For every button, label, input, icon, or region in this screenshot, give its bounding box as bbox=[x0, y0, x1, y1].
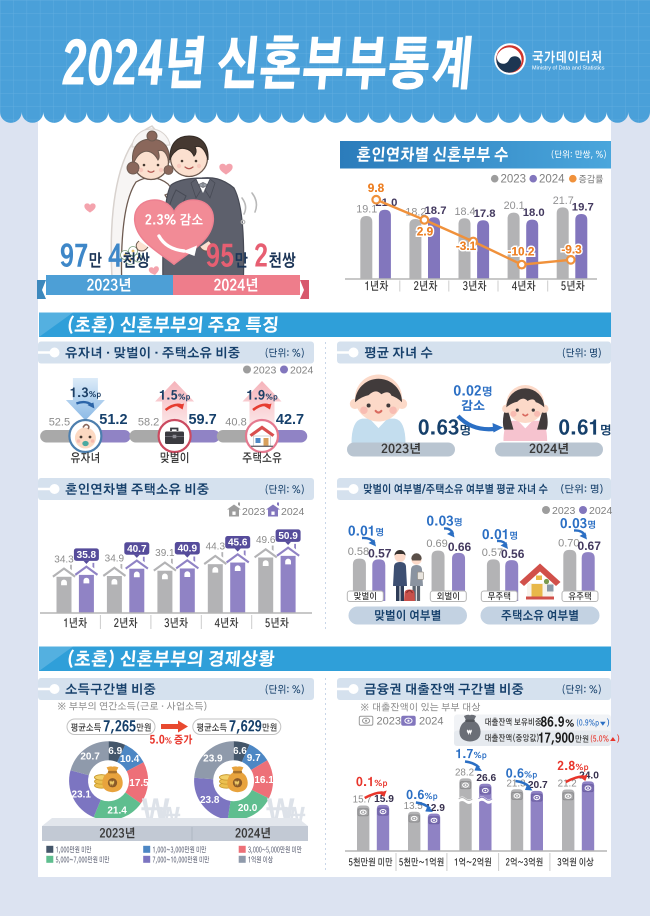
svg-text:20.0: 20.0 bbox=[238, 803, 258, 814]
svg-text:2023: 2023 bbox=[377, 716, 401, 728]
svg-text:2024: 2024 bbox=[290, 365, 314, 377]
svg-text:35.8: 35.8 bbox=[77, 550, 97, 561]
svg-text:9.8: 9.8 bbox=[368, 181, 385, 195]
svg-text:19.7: 19.7 bbox=[572, 201, 594, 213]
svg-text:45.6: 45.6 bbox=[228, 538, 248, 549]
svg-text:2024: 2024 bbox=[589, 505, 613, 517]
svg-text:24.0: 24.0 bbox=[579, 771, 599, 782]
svg-text:6.9: 6.9 bbox=[108, 746, 122, 757]
svg-text:23.8: 23.8 bbox=[200, 795, 220, 806]
svg-text:21.2: 21.2 bbox=[558, 779, 577, 790]
svg-text:52.5: 52.5 bbox=[49, 417, 70, 429]
svg-text:20.1: 20.1 bbox=[504, 200, 525, 212]
svg-text:0.58: 0.58 bbox=[348, 546, 369, 558]
svg-text:-9.3: -9.3 bbox=[561, 243, 582, 257]
svg-text:2023: 2023 bbox=[242, 506, 266, 518]
svg-text:20.7: 20.7 bbox=[80, 752, 100, 763]
svg-text:17.8: 17.8 bbox=[474, 208, 496, 220]
svg-text:34.3: 34.3 bbox=[54, 554, 74, 565]
svg-text:0.66: 0.66 bbox=[448, 540, 472, 554]
svg-text:51.2: 51.2 bbox=[99, 412, 127, 428]
svg-text:40.8: 40.8 bbox=[225, 417, 246, 429]
svg-text:0.70: 0.70 bbox=[558, 537, 579, 549]
svg-text:21.3: 21.3 bbox=[506, 778, 526, 789]
svg-text:18.2: 18.2 bbox=[405, 206, 426, 218]
svg-text:39.1: 39.1 bbox=[155, 548, 175, 559]
svg-text:18.0: 18.0 bbox=[523, 207, 545, 219]
svg-text:2024: 2024 bbox=[281, 506, 305, 518]
svg-text:44.3: 44.3 bbox=[206, 542, 226, 553]
svg-text:2023: 2023 bbox=[253, 365, 277, 377]
svg-text:15.7: 15.7 bbox=[353, 795, 372, 806]
svg-text:49.6: 49.6 bbox=[256, 535, 276, 546]
svg-text:20.7: 20.7 bbox=[528, 780, 548, 791]
svg-text:13.5: 13.5 bbox=[404, 801, 424, 812]
svg-text:10.4: 10.4 bbox=[120, 754, 140, 765]
svg-text:-3.1: -3.1 bbox=[456, 239, 477, 253]
svg-text:58.2: 58.2 bbox=[138, 417, 159, 429]
svg-text:-10.2: -10.2 bbox=[508, 245, 535, 259]
svg-text:40.9: 40.9 bbox=[178, 544, 198, 555]
svg-text:23.1: 23.1 bbox=[71, 789, 91, 800]
svg-text:Ministry of Data and Statistic: Ministry of Data and Statistics bbox=[532, 66, 605, 72]
svg-text:2024: 2024 bbox=[419, 716, 443, 728]
svg-text:0.56: 0.56 bbox=[501, 547, 525, 561]
svg-text:34.9: 34.9 bbox=[105, 554, 125, 565]
svg-text:19.1: 19.1 bbox=[356, 203, 377, 215]
svg-text:23.9: 23.9 bbox=[203, 754, 223, 765]
svg-text:2024: 2024 bbox=[539, 174, 565, 186]
svg-text:-3.1: -3.1 bbox=[456, 239, 477, 253]
svg-text:59.7: 59.7 bbox=[188, 412, 216, 428]
svg-text:17.5: 17.5 bbox=[129, 778, 149, 789]
svg-text:18.4: 18.4 bbox=[454, 206, 475, 218]
svg-text:0.57: 0.57 bbox=[368, 546, 392, 560]
svg-text:-9.3: -9.3 bbox=[561, 243, 582, 257]
svg-text:15.9: 15.9 bbox=[374, 794, 394, 805]
svg-text:2023: 2023 bbox=[552, 505, 576, 517]
svg-text:-10.2: -10.2 bbox=[508, 245, 535, 259]
svg-text:2.9: 2.9 bbox=[417, 225, 434, 239]
svg-text:50.9: 50.9 bbox=[278, 531, 298, 542]
svg-text:0.69: 0.69 bbox=[426, 538, 447, 550]
svg-text:6.6: 6.6 bbox=[233, 746, 247, 757]
svg-text:2023: 2023 bbox=[501, 174, 527, 186]
svg-text:9.8: 9.8 bbox=[368, 181, 385, 195]
svg-text:0.67: 0.67 bbox=[578, 539, 602, 553]
svg-text:28.2: 28.2 bbox=[455, 768, 474, 779]
svg-text:40.7: 40.7 bbox=[127, 544, 147, 555]
svg-text:18.7: 18.7 bbox=[425, 205, 447, 217]
svg-text:16.1: 16.1 bbox=[254, 775, 274, 786]
svg-text:2.9: 2.9 bbox=[417, 225, 434, 239]
svg-text:26.6: 26.6 bbox=[476, 773, 496, 784]
svg-text:12.9: 12.9 bbox=[425, 803, 445, 814]
svg-text:9.7: 9.7 bbox=[247, 753, 261, 764]
svg-text:0.57: 0.57 bbox=[482, 547, 503, 559]
svg-text:42.7: 42.7 bbox=[276, 412, 304, 428]
svg-text:21.4: 21.4 bbox=[107, 805, 127, 816]
svg-text:21.7: 21.7 bbox=[553, 195, 574, 207]
